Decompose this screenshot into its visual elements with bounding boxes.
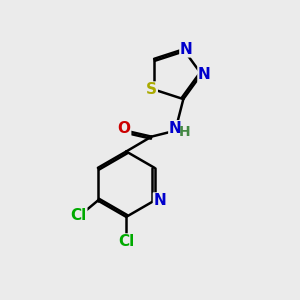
Text: Cl: Cl bbox=[70, 208, 87, 223]
Text: N: N bbox=[198, 67, 211, 82]
Text: Cl: Cl bbox=[118, 234, 134, 249]
Text: H: H bbox=[179, 125, 190, 139]
Text: N: N bbox=[169, 121, 182, 136]
Text: S: S bbox=[146, 82, 157, 97]
Text: N: N bbox=[154, 193, 166, 208]
Text: N: N bbox=[180, 42, 193, 57]
Text: O: O bbox=[118, 121, 130, 136]
